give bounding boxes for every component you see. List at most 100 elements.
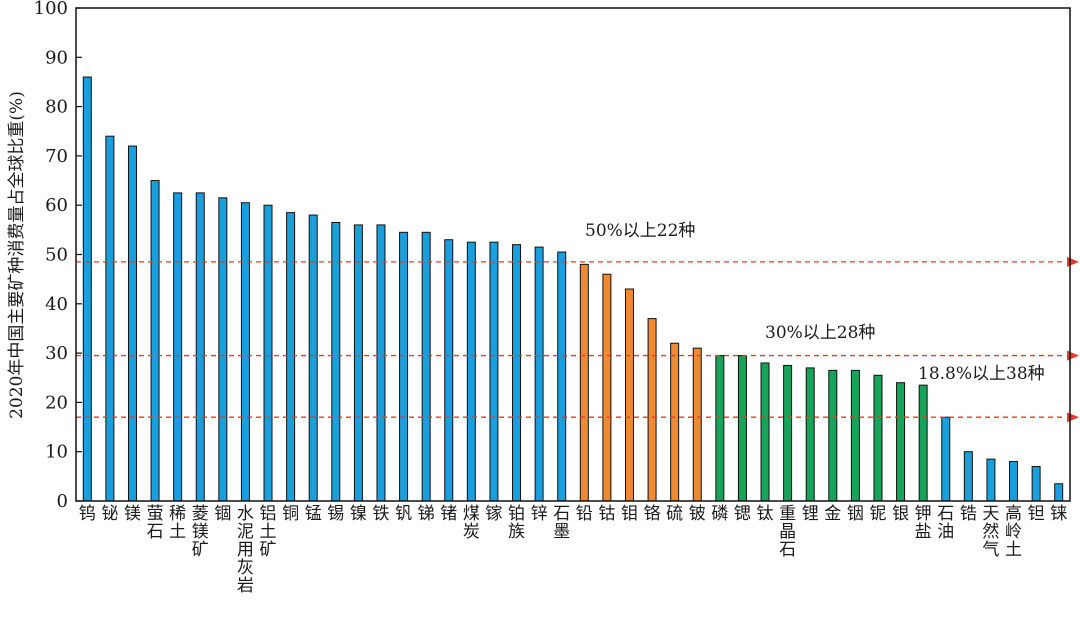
x-tick-label-6: 锢 bbox=[214, 504, 231, 524]
y-tick-label-90: 90 bbox=[45, 47, 68, 68]
x-tick-label-29: 锶 bbox=[734, 504, 751, 524]
x-tick-label-0: 钨 bbox=[79, 504, 96, 524]
reference-arrow-2 bbox=[1067, 412, 1079, 423]
x-tick-label-21: 石墨 bbox=[553, 504, 570, 542]
x-tick-label-27: 铍 bbox=[689, 504, 706, 524]
x-tick-label-31: 重晶石 bbox=[779, 504, 796, 560]
bar-36 bbox=[896, 382, 906, 502]
plot-area: 50%以上22种 30%以上28种 18.8%以上38种 0 10 20 30 40 50 60 7… bbox=[34, 0, 1079, 596]
x-tick-label-18: 镓 bbox=[485, 504, 502, 524]
x-tick-label-42: 钽 bbox=[1028, 504, 1045, 524]
y-axis-title: 2020年中国主要矿种消费量占全球比重(%) bbox=[7, 91, 27, 419]
bar-31 bbox=[783, 364, 793, 502]
bar-19 bbox=[512, 244, 522, 502]
bar-20 bbox=[534, 246, 544, 502]
bar-41 bbox=[1009, 461, 1019, 502]
x-tick-label-10: 锰 bbox=[305, 504, 322, 524]
x-tick-label-23: 钴 bbox=[598, 504, 615, 524]
bar-17 bbox=[466, 241, 476, 502]
x-tick-label-40: 天然气 bbox=[982, 504, 999, 560]
x-tick-label-41: 高岭土 bbox=[1005, 504, 1022, 560]
bar-26 bbox=[670, 342, 680, 502]
x-tick-label-11: 锡 bbox=[327, 504, 344, 524]
x-tick-label-17: 煤炭 bbox=[463, 504, 480, 542]
bar-6 bbox=[218, 197, 228, 502]
x-tick-label-1: 铋 bbox=[101, 504, 118, 524]
x-tick-label-38: 石油 bbox=[937, 504, 954, 542]
bar-16 bbox=[444, 239, 454, 502]
bar-28 bbox=[715, 355, 725, 502]
y-tick-label-100: 100 bbox=[34, 0, 68, 19]
x-tick-label-34: 铟 bbox=[847, 504, 864, 524]
bar-8 bbox=[263, 204, 273, 502]
reference-label-1: 30%以上28种 bbox=[765, 323, 875, 343]
x-tick-label-39: 锆 bbox=[960, 504, 977, 524]
x-tick-label-7: 水泥用灰岩 bbox=[237, 504, 254, 596]
y-tick-label-60: 60 bbox=[45, 195, 68, 216]
bar-37 bbox=[918, 384, 928, 502]
bar-38 bbox=[941, 416, 951, 502]
bar-32 bbox=[805, 367, 815, 502]
bar-25 bbox=[647, 318, 657, 502]
x-tick-label-22: 铅 bbox=[576, 504, 593, 524]
bar-7 bbox=[240, 202, 250, 502]
bar-11 bbox=[331, 221, 341, 502]
x-tick-label-30: 钛 bbox=[757, 504, 774, 524]
bar-24 bbox=[624, 288, 634, 502]
bar-22 bbox=[579, 263, 589, 502]
x-tick-label-8: 铝土矿 bbox=[260, 504, 277, 560]
bar-15 bbox=[421, 231, 431, 502]
bar-29 bbox=[737, 355, 747, 502]
x-tick-label-4: 稀土 bbox=[169, 504, 186, 542]
x-tick-label-37: 钾盐 bbox=[915, 504, 932, 542]
bar-34 bbox=[850, 369, 860, 502]
bar-4 bbox=[173, 192, 183, 502]
x-tick-label-9: 铜 bbox=[282, 504, 299, 524]
y-tick-label-0: 0 bbox=[57, 491, 68, 512]
reference-arrow-1 bbox=[1067, 350, 1079, 361]
x-tick-label-2: 镁 bbox=[124, 504, 141, 524]
x-tick-label-13: 铁 bbox=[372, 504, 389, 524]
reference-label-0: 50%以上22种 bbox=[585, 221, 695, 241]
bar-0 bbox=[82, 76, 92, 502]
bar-9 bbox=[286, 212, 296, 502]
x-tick-label-24: 钼 bbox=[621, 504, 638, 524]
reference-arrow-0 bbox=[1067, 256, 1079, 267]
reference-label-2: 18.8%以上38种 bbox=[918, 364, 1045, 384]
x-tick-label-26: 硫 bbox=[666, 504, 683, 524]
bar-14 bbox=[399, 231, 409, 502]
y-tick-label-70: 70 bbox=[45, 146, 68, 167]
x-tick-label-16: 锗 bbox=[440, 504, 457, 524]
bar-43 bbox=[1054, 483, 1064, 502]
bar-18 bbox=[489, 241, 499, 502]
y-tick-label-30: 30 bbox=[45, 343, 68, 364]
bar-35 bbox=[873, 374, 883, 502]
bar-30 bbox=[760, 362, 770, 502]
y-tick-label-20: 20 bbox=[45, 392, 68, 413]
x-tick-label-15: 锑 bbox=[418, 504, 435, 524]
bar-5 bbox=[195, 192, 205, 502]
x-tick-label-32: 锂 bbox=[802, 504, 819, 524]
y-tick-label-40: 40 bbox=[45, 294, 68, 315]
y-tick-label-50: 50 bbox=[45, 245, 68, 266]
x-tick-label-33: 金 bbox=[824, 504, 841, 524]
x-tick-label-19: 铂族 bbox=[508, 504, 525, 542]
x-tick-label-12: 镍 bbox=[350, 504, 367, 524]
bar-10 bbox=[308, 214, 318, 502]
bar-13 bbox=[376, 224, 386, 502]
y-tick-label-80: 80 bbox=[45, 97, 68, 118]
bar-12 bbox=[353, 224, 363, 502]
bar-40 bbox=[986, 458, 996, 502]
bar-42 bbox=[1031, 465, 1041, 502]
x-tick-label-35: 铌 bbox=[869, 504, 886, 524]
bar-21 bbox=[557, 251, 567, 502]
bar-23 bbox=[602, 273, 612, 502]
x-tick-label-20: 锌 bbox=[531, 504, 548, 524]
y-tick-label-10: 10 bbox=[45, 442, 68, 463]
bar-2 bbox=[127, 145, 137, 502]
bar-27 bbox=[692, 347, 702, 502]
bar-33 bbox=[828, 369, 838, 502]
bar-1 bbox=[105, 135, 115, 502]
x-tick-label-14: 钒 bbox=[395, 504, 412, 524]
x-tick-label-28: 磷 bbox=[711, 504, 728, 524]
